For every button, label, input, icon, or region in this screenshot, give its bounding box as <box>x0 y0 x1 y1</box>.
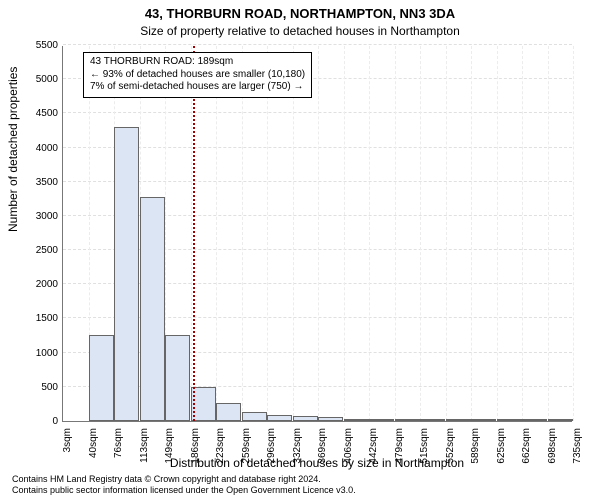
gridline-vertical <box>573 46 574 421</box>
histogram-bar <box>522 419 547 421</box>
x-tick-label: 589sqm <box>470 428 481 468</box>
footer-attribution: Contains HM Land Registry data © Crown c… <box>12 474 356 496</box>
chart-title: 43, THORBURN ROAD, NORTHAMPTON, NN3 3DA <box>0 6 600 21</box>
x-tick-label: 332sqm <box>292 428 303 468</box>
x-tick-label: 40sqm <box>88 428 99 468</box>
y-tick-label: 0 <box>18 416 58 427</box>
chart-container: 43, THORBURN ROAD, NORTHAMPTON, NN3 3DA … <box>0 0 600 500</box>
gridline-vertical <box>548 46 549 421</box>
y-tick-label: 2000 <box>18 279 58 290</box>
x-tick-label: 223sqm <box>215 428 226 468</box>
gridline-vertical <box>497 46 498 421</box>
footer-line: Contains HM Land Registry data © Crown c… <box>12 474 356 485</box>
histogram-bar <box>344 419 369 421</box>
x-tick-label: 76sqm <box>113 428 124 468</box>
gridline-vertical <box>344 46 345 421</box>
y-tick-label: 2500 <box>18 245 58 256</box>
gridline-vertical <box>242 46 243 421</box>
y-tick-label: 3500 <box>18 177 58 188</box>
x-tick-label: 515sqm <box>419 428 430 468</box>
gridline-vertical <box>191 46 192 421</box>
gridline-vertical <box>420 46 421 421</box>
plot-area: 43 THORBURN ROAD: 189sqm← 93% of detache… <box>62 46 572 422</box>
gridline-vertical <box>369 46 370 421</box>
y-tick-label: 500 <box>18 382 58 393</box>
x-tick-label: 369sqm <box>317 428 328 468</box>
gridline-vertical <box>395 46 396 421</box>
y-tick-label: 1000 <box>18 348 58 359</box>
annotation-line: 43 THORBURN ROAD: 189sqm <box>90 56 305 69</box>
x-tick-label: 406sqm <box>343 428 354 468</box>
x-tick-label: 662sqm <box>521 428 532 468</box>
histogram-bar <box>497 419 522 421</box>
gridline-vertical <box>522 46 523 421</box>
reference-line <box>193 46 195 421</box>
y-tick-label: 3000 <box>18 211 58 222</box>
histogram-bar <box>369 419 394 421</box>
gridline-vertical <box>471 46 472 421</box>
x-tick-label: 735sqm <box>572 428 583 468</box>
histogram-bar <box>140 197 165 421</box>
histogram-bar <box>446 419 471 421</box>
histogram-bar <box>471 419 496 421</box>
histogram-bar <box>216 403 241 421</box>
histogram-bar <box>395 419 420 421</box>
x-tick-label: 479sqm <box>394 428 405 468</box>
gridline-vertical <box>318 46 319 421</box>
gridline-vertical <box>216 46 217 421</box>
x-tick-label: 296sqm <box>266 428 277 468</box>
x-tick-label: 3sqm <box>62 428 73 468</box>
y-tick-label: 4000 <box>18 143 58 154</box>
x-tick-label: 698sqm <box>547 428 558 468</box>
x-tick-label: 625sqm <box>496 428 507 468</box>
chart-subtitle: Size of property relative to detached ho… <box>0 24 600 38</box>
y-tick-label: 5500 <box>18 40 58 51</box>
histogram-bar <box>165 335 190 421</box>
annotation-box: 43 THORBURN ROAD: 189sqm← 93% of detache… <box>83 52 312 98</box>
histogram-bar <box>420 419 445 421</box>
histogram-bar <box>242 412 267 421</box>
y-tick-label: 1500 <box>18 313 58 324</box>
gridline-vertical <box>293 46 294 421</box>
x-tick-label: 442sqm <box>368 428 379 468</box>
gridline-vertical <box>267 46 268 421</box>
y-tick-label: 5000 <box>18 74 58 85</box>
histogram-bar <box>318 417 343 421</box>
footer-line: Contains public sector information licen… <box>12 485 356 496</box>
x-tick-label: 186sqm <box>190 428 201 468</box>
x-tick-label: 149sqm <box>164 428 175 468</box>
histogram-bar <box>548 419 573 421</box>
x-tick-label: 259sqm <box>241 428 252 468</box>
x-tick-label: 552sqm <box>445 428 456 468</box>
y-tick-label: 4500 <box>18 108 58 119</box>
annotation-line: ← 93% of detached houses are smaller (10… <box>90 69 305 82</box>
gridline-horizontal <box>63 44 572 45</box>
annotation-line: 7% of semi-detached houses are larger (7… <box>90 81 305 94</box>
histogram-bar <box>114 127 139 421</box>
histogram-bar <box>267 415 292 421</box>
histogram-bar <box>293 416 318 421</box>
gridline-vertical <box>446 46 447 421</box>
x-tick-label: 113sqm <box>139 428 150 468</box>
histogram-bar <box>89 335 114 421</box>
